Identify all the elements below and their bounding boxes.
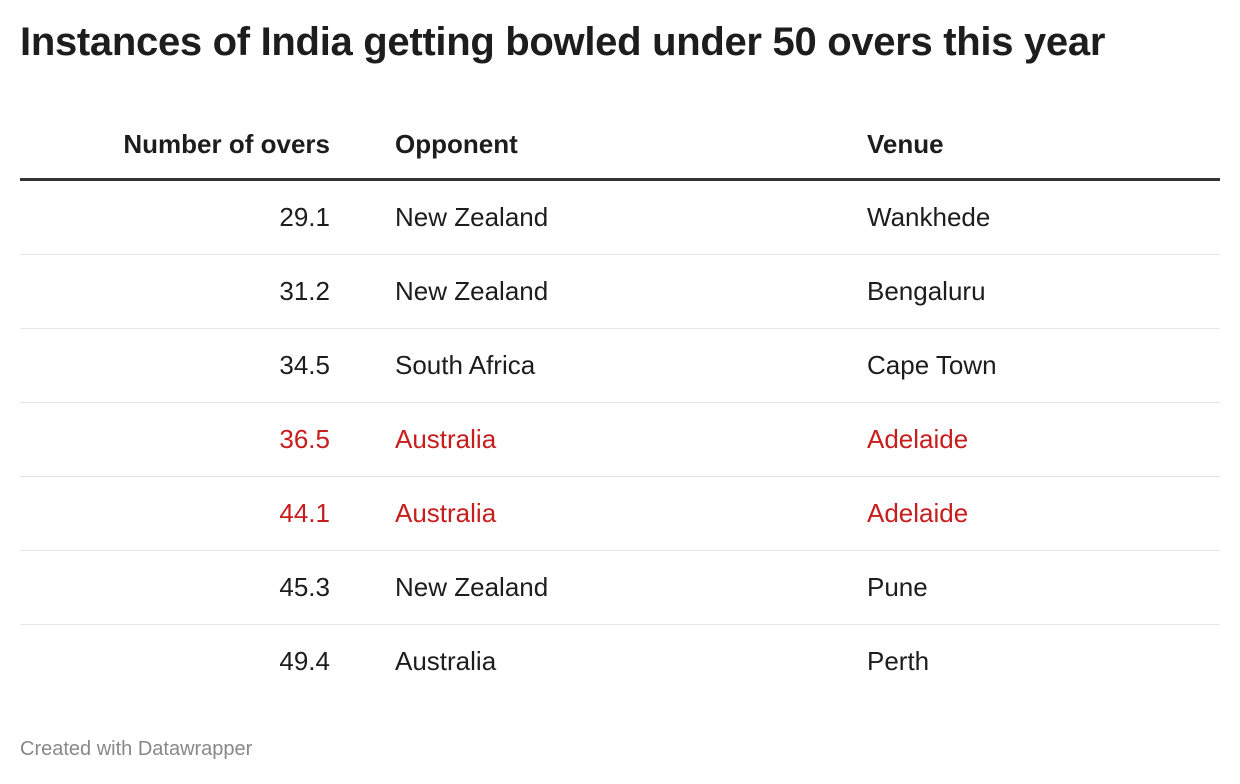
- header-venue[interactable]: Venue: [867, 110, 1220, 181]
- cell-overs: 34.5: [20, 328, 330, 403]
- table-row: 29.1 New Zealand Wankhede: [20, 179, 1220, 255]
- header-row: Number of overs Opponent Venue: [20, 110, 1220, 181]
- cell-overs: 29.1: [20, 179, 330, 255]
- table-row: 45.3 New Zealand Pune: [20, 550, 1220, 625]
- cell-venue: Cape Town: [867, 328, 1220, 403]
- table-body: 29.1 New Zealand Wankhede 31.2 New Zealand Be…: [20, 179, 1220, 699]
- footer-credit: Created with Datawrapper: [20, 738, 253, 760]
- cell-overs: 36.5: [20, 402, 330, 477]
- cell-opponent: Australia: [330, 402, 867, 477]
- chart-title: Instances of India getting bowled under …: [20, 20, 1106, 64]
- table-row: 49.4 Australia Perth: [20, 625, 1220, 699]
- cell-venue: Adelaide: [867, 402, 1220, 477]
- cell-opponent: Australia: [395, 646, 497, 676]
- cell-opponent: South Africa: [330, 328, 867, 403]
- cell-venue: Bengaluru: [867, 254, 1220, 329]
- table-row: 36.5 Australia Adelaide: [20, 402, 1220, 477]
- cell-opponent: New Zealand: [330, 179, 867, 255]
- table-row: 31.2 New Zealand Bengaluru: [20, 254, 1220, 329]
- table-row: 34.5 South Africa Cape Town: [20, 328, 1220, 403]
- cell-overs: 49.4: [279, 646, 330, 676]
- header-number-of-overs[interactable]: Number of overs: [20, 110, 330, 181]
- cell-opponent: New Zealand: [330, 550, 867, 625]
- cell-venue: Pune: [867, 550, 1220, 625]
- cell-venue: Perth: [867, 646, 930, 676]
- cell-overs: 44.1: [20, 476, 330, 551]
- data-table: Number of overs Opponent Venue 29.1 New Z…: [20, 110, 1220, 698]
- cell-opponent: Australia: [330, 476, 867, 551]
- table-row: 44.1 Australia Adelaide: [20, 476, 1220, 551]
- cell-venue: Wankhede: [867, 179, 1220, 255]
- cell-overs: 45.3: [20, 550, 330, 625]
- cell-opponent: New Zealand: [330, 254, 867, 329]
- header-opponent[interactable]: Opponent: [330, 110, 867, 181]
- cell-venue: Adelaide: [867, 476, 1220, 551]
- cell-overs: 31.2: [20, 254, 330, 329]
